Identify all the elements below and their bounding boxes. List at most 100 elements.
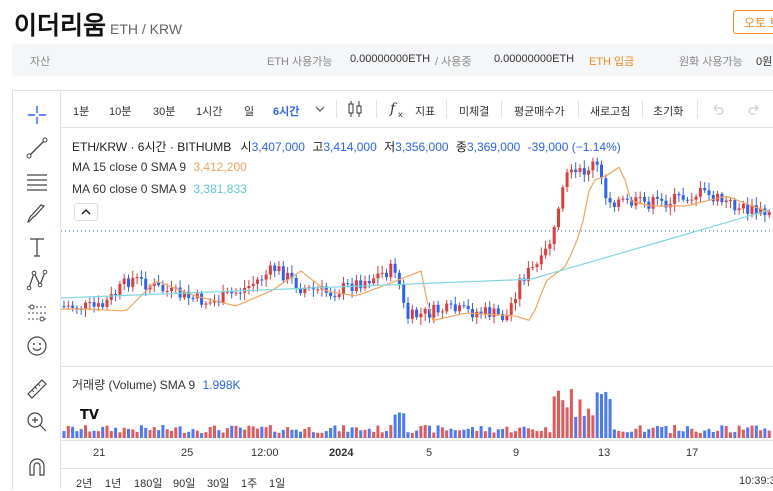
- candle: [600, 164, 603, 179]
- volume-bar: [139, 425, 143, 438]
- volume-bar: [617, 430, 621, 438]
- candle: [380, 272, 384, 274]
- pending-orders-button[interactable]: 미체결: [459, 106, 490, 118]
- volume-bar: [109, 431, 113, 438]
- ma60-line: [61, 209, 770, 299]
- time-tick: 5: [426, 447, 433, 459]
- krw-available-label: 원화 사용가능: [679, 56, 743, 68]
- volume-bar: [647, 429, 651, 438]
- candle: [552, 227, 556, 245]
- range-30d[interactable]: 30일: [207, 478, 230, 490]
- volume-bar: [630, 431, 634, 438]
- interval-6h[interactable]: 6시간: [273, 106, 300, 118]
- range-2y[interactable]: 2년: [76, 478, 93, 490]
- time-axis[interactable]: 21 25 12:00 2024 5 9 13 17: [61, 440, 773, 465]
- volume-bar: [479, 426, 483, 438]
- volume-bar: [729, 432, 732, 438]
- candle: [118, 284, 122, 295]
- candle: [251, 283, 255, 287]
- pair-subtitle: ETH / KRW: [110, 21, 183, 37]
- volume-bar: [505, 426, 509, 438]
- volume-bar: [466, 428, 470, 438]
- candle: [277, 266, 281, 272]
- volume-bar: [440, 427, 444, 438]
- emoji-icon[interactable]: [25, 334, 49, 358]
- volume-bar: [737, 425, 741, 438]
- candle: [359, 280, 363, 289]
- volume-bar: [544, 427, 548, 438]
- auto-trade-button[interactable]: 오토 트: [733, 10, 773, 34]
- interval-1m[interactable]: 1분: [73, 106, 90, 118]
- volume-bar: [402, 413, 406, 438]
- volume-bar: [565, 407, 569, 438]
- candle: [372, 278, 376, 284]
- range-180d[interactable]: 180일: [134, 478, 163, 490]
- avg-price-button[interactable]: 평균매수가: [514, 106, 565, 118]
- pattern-icon[interactable]: [25, 268, 49, 292]
- candle: [62, 306, 66, 307]
- volume-bar: [604, 391, 608, 438]
- volume-bar: [522, 426, 526, 438]
- volume-bar: [148, 430, 152, 438]
- volume-bar: [84, 425, 87, 438]
- candle: [612, 202, 616, 207]
- candle: [625, 198, 629, 200]
- redo-icon[interactable]: [747, 102, 761, 116]
- brush-icon[interactable]: [25, 202, 49, 226]
- range-1y[interactable]: 1년: [105, 478, 122, 490]
- low-value: 3,356,000: [395, 140, 449, 154]
- candle: [673, 193, 677, 204]
- eth-deposit-link[interactable]: ETH 입금: [589, 56, 635, 68]
- indicator-button[interactable]: 지표: [415, 106, 436, 118]
- collapse-legend-button[interactable]: [74, 203, 98, 221]
- volume-bar: [746, 427, 750, 438]
- candle: [531, 267, 535, 269]
- candle: [501, 313, 505, 321]
- text-icon[interactable]: [25, 235, 49, 259]
- volume-bar: [307, 427, 311, 438]
- candle: [466, 305, 470, 310]
- volume-bar: [170, 430, 173, 438]
- candle: [651, 196, 655, 209]
- prediction-icon[interactable]: [25, 301, 49, 325]
- candle: [225, 291, 229, 293]
- interval-1d[interactable]: 일: [244, 106, 255, 118]
- range-1d[interactable]: 1일: [269, 478, 286, 490]
- volume-bar: [518, 427, 522, 438]
- reset-button[interactable]: 초기화: [653, 106, 684, 118]
- zoom-in-icon[interactable]: [25, 410, 49, 434]
- interval-1h[interactable]: 1시간: [196, 106, 223, 118]
- candle-type-icon[interactable]: [347, 100, 363, 118]
- interval-10m[interactable]: 10분: [109, 106, 132, 118]
- refresh-button[interactable]: 새로고침: [590, 106, 631, 118]
- volume-bar: [501, 429, 505, 438]
- in-use-label: / 사용중: [435, 56, 472, 68]
- volume-bar: [75, 431, 79, 438]
- range-90d[interactable]: 90일: [173, 478, 196, 490]
- high-label: 고: [312, 140, 324, 154]
- time-tick: 9: [513, 447, 520, 459]
- candle: [71, 305, 75, 308]
- volume-bar: [251, 426, 255, 438]
- magnet-icon[interactable]: [25, 455, 49, 479]
- candle: [101, 303, 105, 307]
- interval-30m[interactable]: 30분: [153, 106, 176, 118]
- chevron-down-icon[interactable]: [315, 105, 325, 113]
- open-label: 시: [240, 140, 252, 154]
- volume-bar: [88, 431, 92, 438]
- candle: [144, 278, 148, 290]
- ruler-icon[interactable]: [25, 377, 49, 401]
- tradingview-logo-icon: TV: [78, 404, 104, 424]
- volume-bar: [333, 425, 337, 438]
- candle: [303, 288, 307, 294]
- fib-lines-icon[interactable]: [25, 169, 49, 193]
- undo-icon[interactable]: [711, 102, 725, 116]
- volume-bar: [561, 400, 565, 438]
- candle: [582, 168, 586, 175]
- price-chart[interactable]: [61, 128, 773, 440]
- crosshair-icon[interactable]: [25, 103, 49, 127]
- range-1w[interactable]: 1주: [241, 478, 258, 490]
- volume-bar: [677, 430, 681, 438]
- trend-line-icon[interactable]: [25, 136, 49, 160]
